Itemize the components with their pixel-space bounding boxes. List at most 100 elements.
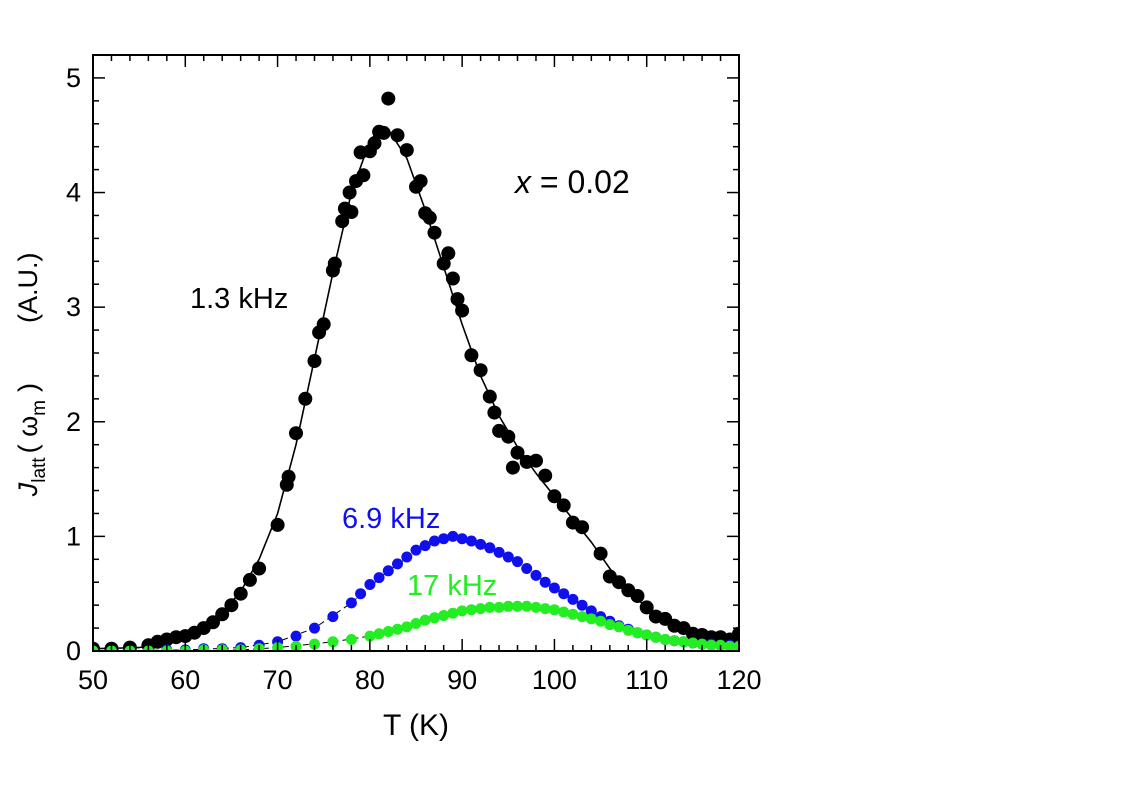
point-series-1: [465, 535, 477, 547]
point-series-0: [281, 469, 296, 484]
point-series-0: [342, 185, 357, 200]
point-series-1: [327, 611, 339, 623]
point-series-2: [438, 610, 450, 621]
point-series-2: [604, 619, 616, 631]
point-series-0: [215, 607, 230, 622]
y-tick-label: 1: [66, 521, 81, 551]
point-series-0: [270, 517, 285, 532]
point-series-2: [650, 631, 662, 643]
x-tick-label: 80: [355, 665, 385, 695]
point-series-2: [678, 636, 690, 648]
point-series-0: [487, 405, 502, 420]
point-series-0: [612, 575, 626, 590]
x-tick-label: 100: [532, 665, 577, 695]
point-series-1: [493, 546, 505, 558]
point-series-0: [639, 600, 654, 615]
point-series-1: [309, 622, 320, 634]
y-axis-symbol: J: [13, 482, 43, 497]
point-series-0: [298, 391, 313, 406]
point-series-1: [438, 533, 450, 545]
point-series-2: [548, 604, 560, 616]
point-series-2: [668, 635, 680, 647]
y-axis-arg-subscript: m: [29, 400, 50, 416]
point-series-1: [392, 558, 403, 570]
point-series-2: [309, 638, 320, 650]
point-series-2: [493, 601, 505, 613]
point-series-2: [585, 613, 597, 625]
point-series-2: [567, 608, 579, 620]
point-series-0: [538, 468, 553, 483]
point-series-0: [413, 174, 428, 189]
point-series-0: [344, 205, 359, 219]
point-series-1: [355, 588, 367, 600]
y-tick-label: 3: [66, 292, 81, 322]
point-series-0: [327, 256, 342, 271]
point-series-0: [242, 572, 257, 587]
point-series-2: [429, 612, 440, 624]
point-series-2: [659, 634, 671, 645]
point-series-2: [539, 603, 551, 615]
point-series-2: [632, 627, 643, 639]
point-series-0: [630, 589, 645, 603]
point-series-0: [307, 354, 322, 368]
point-series-1: [558, 588, 570, 600]
point-series-2: [456, 605, 468, 617]
point-series-0: [233, 586, 248, 601]
label-17-khz: 17 kHz: [407, 570, 497, 602]
point-series-1: [419, 540, 431, 552]
point-series-0: [224, 598, 239, 613]
point-series-2: [687, 637, 699, 649]
point-series-0: [445, 271, 460, 286]
point-series-0: [390, 128, 405, 143]
point-series-0: [289, 426, 303, 441]
y-tick-labels: 0 1 2 3 4 5: [66, 63, 81, 666]
y-axis-arg-open: ( ω: [13, 416, 43, 454]
point-series-0: [556, 498, 571, 513]
point-series-2: [576, 611, 588, 623]
point-series-2: [401, 621, 413, 633]
point-series-0: [482, 389, 497, 404]
point-series-2: [392, 623, 403, 635]
point-series-1: [410, 544, 422, 556]
point-series-0: [505, 460, 520, 475]
point-series-0: [252, 561, 267, 576]
point-series-0: [422, 210, 437, 225]
point-series-2: [622, 624, 634, 636]
point-series-1: [567, 593, 579, 605]
label-6-9-khz: 6.9 kHz: [342, 503, 440, 535]
point-series-1: [364, 579, 376, 590]
point-series-2: [364, 630, 376, 642]
point-series-1: [475, 538, 487, 550]
point-series-2: [521, 600, 533, 612]
point-series-2: [558, 606, 570, 618]
x-axis-title: T (K): [383, 709, 449, 742]
point-series-2: [613, 621, 625, 633]
point-series-1: [585, 605, 597, 617]
point-series-2: [595, 615, 607, 627]
point-series-1: [401, 551, 413, 563]
point-series-2: [733, 640, 739, 651]
point-series-2: [724, 640, 736, 651]
point-series-0: [356, 168, 371, 183]
x-tick-labels: 50 60 70 80 90 100 110 120: [78, 665, 762, 695]
point-series-0: [732, 626, 739, 641]
point-series-0: [464, 348, 479, 363]
composition-label: x = 0.02: [513, 164, 630, 200]
point-series-2: [696, 638, 708, 650]
point-series-1: [447, 530, 459, 542]
point-series-0: [441, 246, 456, 261]
point-series-1: [456, 533, 468, 545]
y-tick-label: 4: [66, 178, 81, 208]
plot-frame: [92, 54, 740, 652]
point-series-1: [512, 556, 523, 568]
point-series-2: [530, 601, 542, 613]
y-axis-units: (A.U.): [13, 253, 43, 324]
point-series-0: [316, 317, 331, 332]
point-series-1: [373, 572, 385, 584]
composition-variable: x: [513, 164, 532, 200]
point-series-0: [450, 292, 465, 307]
point-series-0: [335, 214, 350, 229]
point-series-1: [429, 535, 440, 547]
point-series-2: [93, 645, 99, 651]
